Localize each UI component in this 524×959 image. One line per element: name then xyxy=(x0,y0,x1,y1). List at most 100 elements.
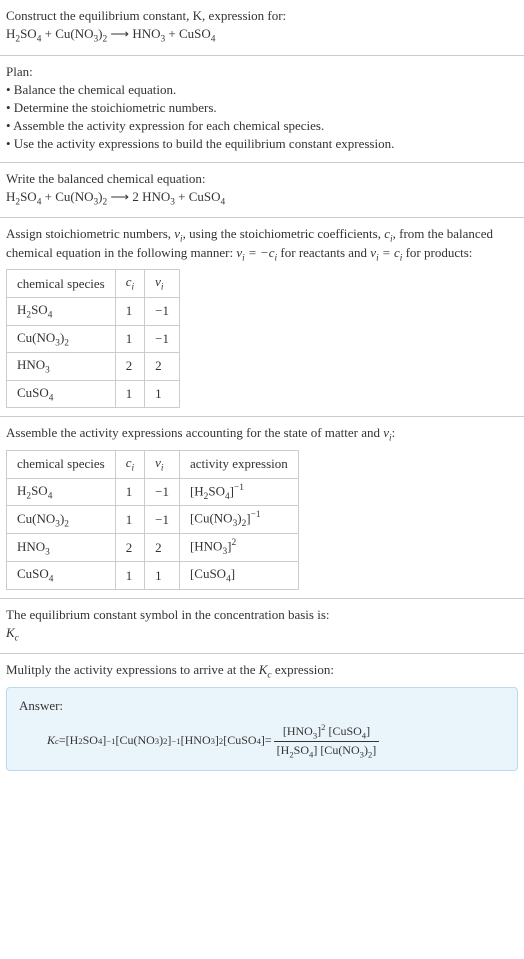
td: [CuSO4] xyxy=(179,562,298,590)
t: for reactants and xyxy=(277,245,370,260)
activity-text: Assemble the activity expressions accoun… xyxy=(6,425,518,444)
t: ⟶ xyxy=(107,189,132,204)
td: HNO3 xyxy=(7,353,116,381)
t: Cu(NO xyxy=(17,330,55,345)
section-symbol: The equilibrium constant symbol in the c… xyxy=(0,598,524,654)
t: 2 xyxy=(132,189,142,204)
answer-expression: Kc = [H2SO4]−1 [Cu(NO3)2]−1 [HNO3]2 [CuS… xyxy=(19,722,505,760)
td: 1 xyxy=(115,478,144,506)
section-plan: Plan: • Balance the chemical equation. •… xyxy=(0,55,524,162)
td: H2SO4 xyxy=(7,297,116,325)
t: ⟶ xyxy=(107,26,132,41)
equation-unbalanced: H2SO4 + Cu(NO3)2 ⟶ HNO3 + CuSO4 xyxy=(6,26,518,45)
t: = c xyxy=(379,245,400,260)
t: [HNO xyxy=(283,724,313,738)
td: [Cu(NO3)2]−1 xyxy=(179,506,298,534)
t: HNO xyxy=(17,539,45,554)
th: activity expression xyxy=(179,450,298,478)
t: Assemble the activity expressions accoun… xyxy=(6,425,383,440)
stoich-table: chemical species ci νi H2SO4 1 −1 Cu(NO3… xyxy=(6,269,180,408)
t: 4 xyxy=(48,491,53,501)
plan-label: Plan: xyxy=(6,64,518,80)
t: [Cu(NO xyxy=(190,511,233,526)
t: SO xyxy=(20,26,37,41)
th: νi xyxy=(145,450,180,478)
t: : xyxy=(392,425,396,440)
answer-label: Answer: xyxy=(19,698,505,714)
td: 1 xyxy=(115,325,144,353)
td: 1 xyxy=(145,380,180,408)
t: [CuSO xyxy=(190,566,226,581)
td: Cu(NO3)2 xyxy=(7,506,116,534)
t: = −c xyxy=(245,245,275,260)
th: ci xyxy=(115,450,144,478)
t: SO xyxy=(294,743,309,757)
t: HNO xyxy=(17,357,45,372)
t: Assign stoichiometric numbers, xyxy=(6,226,174,241)
t: i xyxy=(161,464,164,474)
t: [Cu(NO xyxy=(115,733,154,748)
t: ] xyxy=(372,743,376,757)
t: ] xyxy=(231,566,235,581)
t: Mulitply the activity expressions to arr… xyxy=(6,662,259,677)
td: 2 xyxy=(115,534,144,562)
section-activity: Assemble the activity expressions accoun… xyxy=(0,416,524,598)
section-balanced: Write the balanced chemical equation: H 2… xyxy=(0,162,524,218)
t: expression: xyxy=(272,662,334,677)
t: 4 xyxy=(49,393,54,403)
t: 3 xyxy=(45,366,50,376)
section-stoich: Assign stoichiometric numbers, νi, using… xyxy=(0,217,524,416)
t: 4 xyxy=(49,575,54,585)
t: for products: xyxy=(402,245,472,260)
t: [H xyxy=(66,733,79,748)
td: 2 xyxy=(145,534,180,562)
t: + xyxy=(165,26,179,41)
table-row: chemical species ci νi activity expressi… xyxy=(7,450,299,478)
t: H xyxy=(17,302,26,317)
t: + xyxy=(41,26,55,41)
t: = xyxy=(265,733,272,748)
t: 4 xyxy=(221,197,226,207)
td: Cu(NO3)2 xyxy=(7,325,116,353)
plan-bullet: • Balance the chemical equation. xyxy=(6,82,518,98)
answer-box: Answer: Kc = [H2SO4]−1 [Cu(NO3)2]−1 [HNO… xyxy=(6,687,518,771)
table-row: HNO3 2 2 xyxy=(7,353,180,381)
t: [H xyxy=(277,743,290,757)
symbol-kc: Kc xyxy=(6,625,518,644)
t: [H xyxy=(190,483,204,498)
t: [HNO xyxy=(181,733,211,748)
plan-bullet: • Determine the stoichiometric numbers. xyxy=(6,100,518,116)
t: = xyxy=(59,733,66,748)
table-row: Cu(NO3)2 1 −1 [Cu(NO3)2]−1 xyxy=(7,506,299,534)
fraction: [HNO3]2 [CuSO4] [H2SO4] [Cu(NO3)2] xyxy=(274,722,380,760)
t: H xyxy=(6,26,15,41)
td: 2 xyxy=(115,353,144,381)
td: 1 xyxy=(115,506,144,534)
plan-bullet: • Assemble the activity expression for e… xyxy=(6,118,518,134)
t: Construct the equilibrium constant, K, e… xyxy=(6,8,286,23)
t: −1 xyxy=(171,736,180,746)
td: 1 xyxy=(115,297,144,325)
t: CuSO xyxy=(189,189,221,204)
t: −1 xyxy=(234,483,244,493)
equation-balanced: H2SO4 + Cu(NO3)2 ⟶ 2 HNO3 + CuSO4 xyxy=(6,189,518,208)
t: , using the stoichiometric coefficients, xyxy=(183,226,385,241)
td: 1 xyxy=(115,562,144,590)
t: 2 xyxy=(231,538,236,548)
t: Cu(NO xyxy=(55,26,93,41)
t: [HNO xyxy=(190,539,223,554)
table-row: Cu(NO3)2 1 −1 xyxy=(7,325,180,353)
t: H xyxy=(6,189,15,204)
balanced-text: Write the balanced chemical equation: xyxy=(6,171,518,187)
t: i xyxy=(132,464,135,474)
td: −1 xyxy=(145,325,180,353)
t: SO xyxy=(31,302,48,317)
t: Cu(NO xyxy=(55,189,93,204)
t: [CuSO xyxy=(223,733,256,748)
th: chemical species xyxy=(7,270,116,298)
td: −1 xyxy=(145,478,180,506)
t: CuSO xyxy=(17,385,49,400)
t: 2 xyxy=(64,338,69,348)
t: K xyxy=(6,625,15,640)
t: −1 xyxy=(106,736,115,746)
